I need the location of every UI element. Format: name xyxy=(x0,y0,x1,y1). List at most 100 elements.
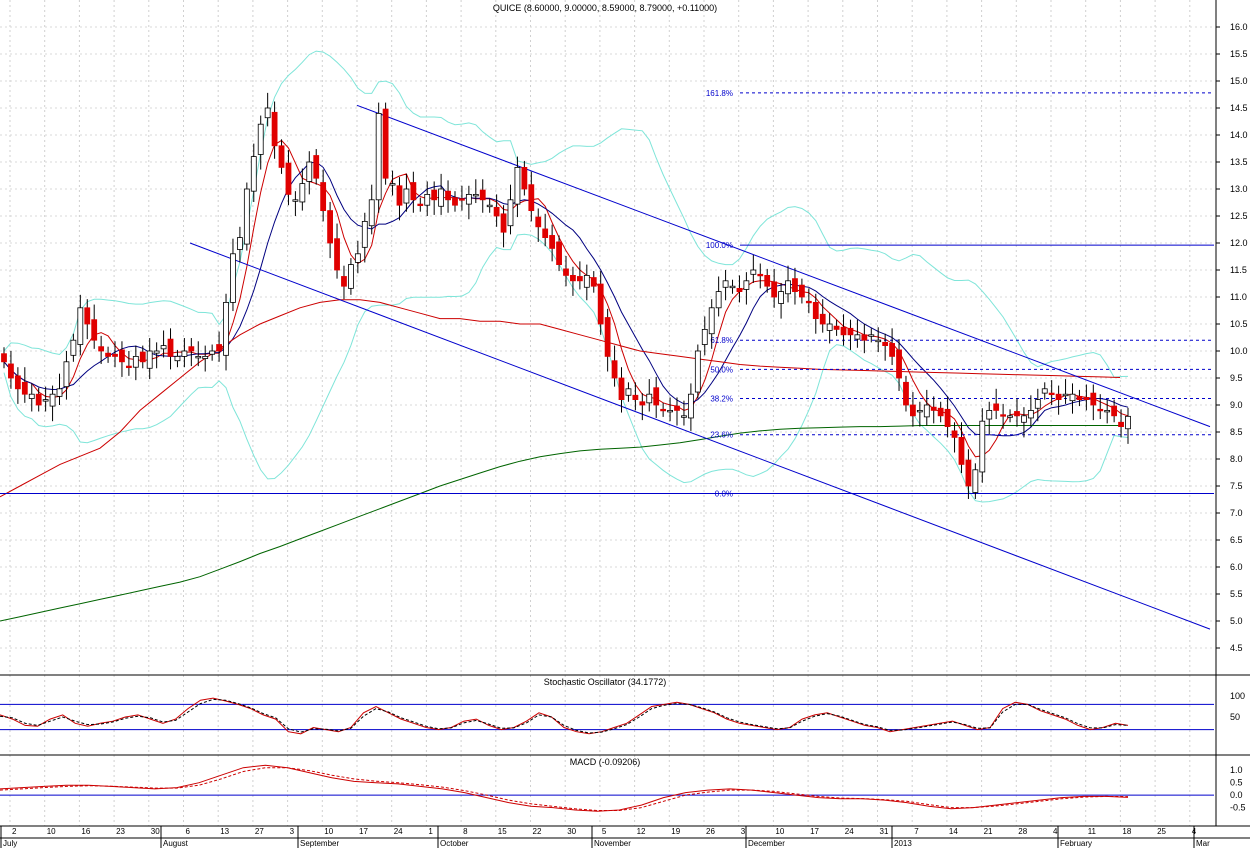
x-day-label: 27 xyxy=(255,827,264,836)
x-day-label: 6 xyxy=(186,827,191,836)
candle-body xyxy=(923,404,930,418)
candle-body xyxy=(264,107,271,119)
candle-body xyxy=(875,339,882,343)
candle-body xyxy=(958,436,965,465)
y-tick-label: 9.0 xyxy=(1230,400,1243,410)
candle-body xyxy=(535,216,542,228)
y-tick-label: 13.5 xyxy=(1230,157,1248,167)
candle-body xyxy=(49,393,56,407)
x-day-label: 17 xyxy=(359,827,368,836)
x-day-label: 14 xyxy=(949,827,958,836)
candle-body xyxy=(1090,392,1097,406)
candle-body xyxy=(840,326,847,336)
x-day-label: 5 xyxy=(602,827,607,836)
candle-body xyxy=(98,346,105,352)
candle-body xyxy=(944,408,951,428)
y-tick-label: 11.5 xyxy=(1230,265,1247,275)
candle-body xyxy=(604,317,611,357)
x-day-label: 3 xyxy=(741,827,746,836)
x-day-label: 19 xyxy=(671,827,680,836)
y-tick-label: 10.0 xyxy=(1230,346,1248,356)
candle-body xyxy=(84,307,91,325)
fibonacci-level-label: 61.8% xyxy=(710,336,733,345)
macd-tick-label: 1.0 xyxy=(1230,765,1243,775)
x-day-label: 17 xyxy=(810,827,819,836)
macd-line xyxy=(0,764,1129,812)
indicator-layer xyxy=(0,697,1214,812)
candle-body xyxy=(799,284,805,298)
candle-body xyxy=(583,274,590,288)
stochastic-tick-label: 100 xyxy=(1230,691,1245,701)
x-day-label: 4 xyxy=(1053,827,1058,836)
candle-body xyxy=(542,228,549,239)
bollinger-upper xyxy=(3,50,1129,378)
candle-body xyxy=(618,377,625,401)
candle-body xyxy=(105,352,111,357)
candle-body xyxy=(570,274,576,282)
candle-body xyxy=(431,189,438,201)
candle-body xyxy=(653,387,660,406)
x-day-label: 10 xyxy=(47,827,56,836)
candle-body xyxy=(1007,415,1013,418)
x-day-label: 13 xyxy=(220,827,229,836)
candle-body xyxy=(389,183,396,186)
candle-body xyxy=(1000,414,1007,417)
candle-body xyxy=(757,273,764,277)
candle-body xyxy=(1118,421,1124,427)
x-day-label: 2 xyxy=(12,827,17,836)
fibonacci-level-label: 100.0% xyxy=(706,241,733,250)
candle-body xyxy=(549,235,556,249)
x-day-label: 24 xyxy=(845,827,854,836)
x-day-label: 10 xyxy=(324,827,333,836)
candle-body xyxy=(42,399,49,402)
macd-tick-label: -0.5 xyxy=(1230,803,1246,813)
candle-body xyxy=(271,111,278,147)
candle-body xyxy=(722,280,729,288)
stochastic-tick-label: 50 xyxy=(1230,712,1240,722)
candle-body xyxy=(611,360,618,379)
macd-tick-label: 0.0 xyxy=(1230,790,1243,800)
candle-body xyxy=(812,301,819,319)
x-month-label: February xyxy=(1060,839,1092,848)
y-tick-label: 14.0 xyxy=(1230,130,1248,140)
x-month-label: December xyxy=(748,839,785,848)
candle-body xyxy=(341,276,347,287)
candle-body xyxy=(486,204,493,208)
candle-body xyxy=(889,343,895,357)
candle-body xyxy=(472,193,479,197)
x-day-label: 11 xyxy=(1088,827,1097,836)
macd-signal-line xyxy=(0,767,1129,811)
candle-body xyxy=(209,350,216,355)
candle-body xyxy=(403,188,410,204)
candle-body xyxy=(833,325,840,330)
candle-body xyxy=(910,404,916,417)
macd-title: MACD (-0.09206) xyxy=(570,757,641,767)
x-day-label: 16 xyxy=(81,827,90,836)
candle-body xyxy=(979,420,986,473)
x-day-label: 24 xyxy=(394,827,403,836)
candle-body xyxy=(382,108,389,179)
y-tick-label: 8.5 xyxy=(1230,427,1243,437)
candle-body xyxy=(993,403,1000,411)
candle-body xyxy=(507,199,514,227)
candle-body xyxy=(77,307,84,345)
candle-body xyxy=(625,388,632,396)
moving-average-short xyxy=(3,139,1129,458)
candle-body xyxy=(167,338,174,357)
candle-body xyxy=(132,355,139,368)
y-tick-label: 12.5 xyxy=(1230,211,1248,221)
candle-body xyxy=(903,381,909,406)
x-day-label: 26 xyxy=(706,827,715,836)
candle-body xyxy=(188,346,195,352)
candle-body xyxy=(896,349,902,379)
y-tick-label: 7.5 xyxy=(1230,481,1243,491)
candle-body xyxy=(646,393,653,404)
y-tick-label: 15.0 xyxy=(1230,76,1248,86)
candle-body xyxy=(563,268,569,276)
candle-body xyxy=(479,189,486,201)
candle-body xyxy=(986,409,993,420)
candle-body xyxy=(465,193,472,205)
trendline-lower xyxy=(189,242,1211,630)
y-tick-label: 5.5 xyxy=(1230,589,1243,599)
